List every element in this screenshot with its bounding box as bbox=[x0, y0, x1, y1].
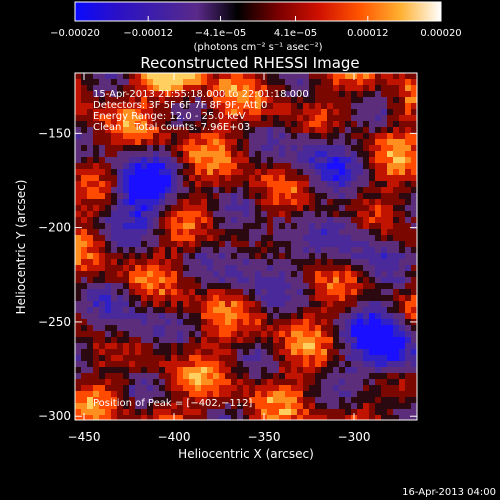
colorbar bbox=[74, 1, 442, 22]
annotation-total-counts: Clean Total counts: 7.96E+03 bbox=[93, 122, 250, 133]
annotation-time-range: 15-Apr-2013 21:55:18.000 to 22:01:18.000 bbox=[93, 89, 309, 100]
annotation-detectors: Detectors: 3F 5F 6F 7F 8F 9F, Att 0 bbox=[93, 100, 267, 111]
y-axis-label: Heliocentric Y (arcsec) bbox=[14, 180, 28, 315]
y-tick-label: −200 bbox=[38, 221, 71, 235]
annotation-energy-range: Energy Range: 12.0 - 25.0 keV bbox=[93, 111, 246, 122]
colorbar-tick-label: −0.00012 bbox=[123, 28, 173, 39]
y-tick-label: −250 bbox=[38, 315, 71, 329]
x-axis-label: Heliocentric X (arcsec) bbox=[178, 447, 314, 461]
colorbar-tick-label: 0.00012 bbox=[347, 28, 388, 39]
peak-position-label: Position of Peak = [−402,−112] bbox=[93, 398, 252, 409]
plot-frame bbox=[74, 72, 418, 421]
x-axis-ticks: −450 −400 −350 −300 bbox=[68, 73, 371, 444]
colorbar-ticks: −0.00020 −0.00012 −4.1e−05 4.1e−05 0.00012 0.… bbox=[50, 16, 462, 39]
x-tick-label: −400 bbox=[158, 430, 191, 444]
colorbar-tick-label: 4.1e−05 bbox=[274, 28, 317, 39]
y-tick-label: −150 bbox=[38, 126, 71, 140]
colorbar-tick-label: −4.1e−05 bbox=[195, 28, 247, 39]
chart-title: Reconstructed RHESSI Image bbox=[140, 54, 359, 72]
y-axis-ticks: −150 −200 −250 −300 bbox=[38, 126, 417, 423]
x-tick-label: −450 bbox=[68, 430, 101, 444]
y-tick-label: −300 bbox=[38, 409, 71, 423]
colorbar-tick-label: 0.00020 bbox=[420, 28, 461, 39]
heatmap bbox=[75, 73, 417, 420]
x-tick-label: −300 bbox=[338, 430, 371, 444]
colorbar-tick-label: −0.00020 bbox=[50, 28, 100, 39]
footer-timestamp: 16-Apr-2013 04:00 bbox=[402, 487, 496, 498]
colorbar-unit-label: (photons cm⁻² s⁻¹ asec⁻²) bbox=[193, 42, 322, 53]
x-tick-label: −350 bbox=[248, 430, 281, 444]
